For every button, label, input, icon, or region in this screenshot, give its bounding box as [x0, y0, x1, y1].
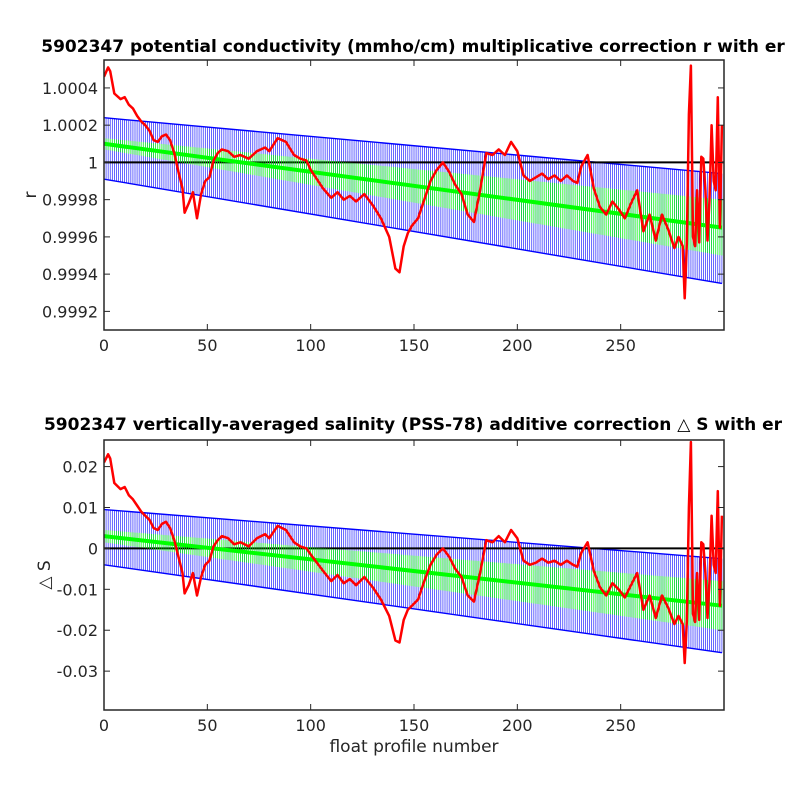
chart-2-raw-line	[104, 440, 724, 665]
y-tick-label: 0.02	[62, 458, 98, 477]
y-tick-label: -0.03	[57, 662, 98, 681]
x-tick-label: 250	[605, 336, 636, 355]
chart-2-title: 5902347 vertically-averaged salinity (PS…	[44, 415, 783, 435]
y-tick-label: 0	[88, 539, 98, 558]
chart-salinity-correction: 5902347 vertically-averaged salinity (PS…	[35, 415, 783, 757]
chart-1-fit-line	[104, 141, 723, 230]
x-tick-label: 250	[605, 716, 636, 735]
x-tick-label: 0	[99, 336, 109, 355]
x-tick-label: 150	[399, 716, 430, 735]
chart-2-upper-envelope	[104, 508, 722, 560]
y-tick-label: 0.01	[62, 499, 98, 518]
chart-2-fit-line	[104, 534, 723, 608]
chart-1-title: 5902347 potential conductivity (mmho/cm)…	[41, 37, 785, 57]
chart-2-y-axis-label: △ S	[35, 560, 55, 589]
y-tick-label: 0.9998	[42, 191, 98, 210]
y-tick-label: 0.9992	[42, 302, 98, 321]
chart-1-x-ticks: 0 50 100 150 200 250	[99, 60, 636, 355]
chart-2-lower-envelope	[104, 564, 723, 654]
chart-1-lower-envelope	[104, 178, 723, 285]
y-tick-label: 0.9996	[42, 228, 98, 247]
chart-1-upper-envelope	[104, 117, 722, 175]
y-tick-label: 1	[88, 153, 98, 172]
x-tick-label: 50	[197, 716, 217, 735]
x-tick-label: 0	[99, 716, 109, 735]
chart-2-x-ticks: 0 50 100 150 200 250	[99, 440, 636, 735]
chart-1-y-axis-label: r	[21, 192, 41, 199]
chart-1-y-ticks: 0.9992 0.9994 0.9996 0.9998 1 1.0002 1.0004	[42, 79, 724, 321]
chart-conductivity-correction: 5902347 potential conductivity (mmho/cm)…	[21, 37, 785, 355]
x-tick-label: 100	[295, 336, 326, 355]
chart-1-raw-line	[104, 64, 724, 300]
y-tick-label: 1.0004	[42, 79, 98, 98]
x-tick-label: 100	[295, 716, 326, 735]
y-tick-label: 0.9994	[42, 265, 98, 284]
x-tick-label: 200	[502, 716, 533, 735]
x-tick-label: 150	[399, 336, 430, 355]
x-tick-label: 200	[502, 336, 533, 355]
y-tick-label: -0.02	[57, 621, 98, 640]
y-tick-label: 1.0002	[42, 116, 98, 135]
x-tick-label: 50	[197, 336, 217, 355]
chart-2-y-ticks: -0.03 -0.02 -0.01 0 0.01 0.02	[57, 458, 724, 681]
chart-2-x-axis-label: float profile number	[329, 737, 498, 757]
y-tick-label: -0.01	[57, 580, 98, 599]
